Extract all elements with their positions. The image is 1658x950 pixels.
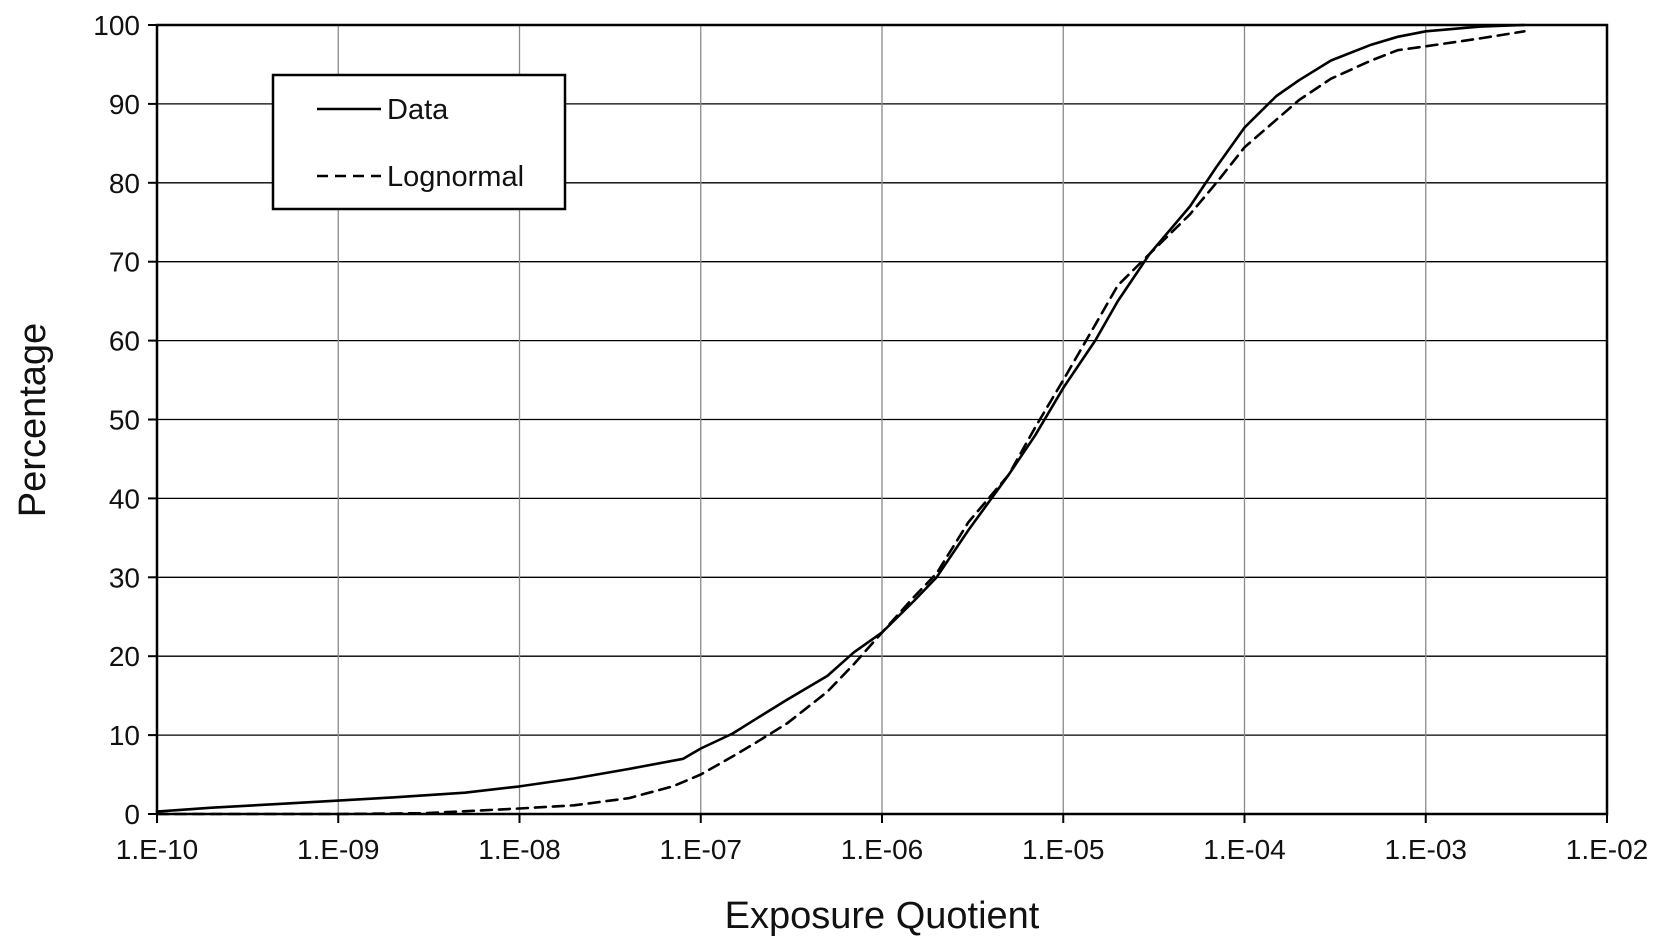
- x-tick-label: 1.E-06: [841, 834, 924, 865]
- y-axis-title: Percentage: [12, 323, 54, 517]
- y-tick-label: 10: [109, 720, 140, 751]
- y-tick-label: 30: [109, 562, 140, 593]
- series-line-data: [155, 23, 1526, 813]
- legend: Data Lognormal: [271, 73, 567, 211]
- x-tick-label: 1.E-09: [297, 834, 380, 865]
- legend-box: [271, 73, 567, 211]
- y-tick-label: 20: [109, 641, 140, 672]
- x-tick-label: 1.E-02: [1566, 834, 1649, 865]
- y-tick-label: 90: [109, 89, 140, 120]
- x-tick-label: 1.E-07: [660, 834, 743, 865]
- y-tick-label: 80: [109, 168, 140, 199]
- legend-label-data: Data: [387, 94, 449, 126]
- x-tick-label: 1.E-05: [1022, 834, 1105, 865]
- x-tick-label: 1.E-03: [1385, 834, 1468, 865]
- series-line-lognormal: [155, 30, 1526, 816]
- y-tick-label: 70: [109, 247, 140, 278]
- y-tick-label: 50: [109, 405, 140, 436]
- y-tick-label: 0: [124, 799, 140, 830]
- tick-marks: [148, 24, 1608, 823]
- x-tick-label: 1.E-10: [116, 834, 199, 865]
- y-tick-label: 100: [93, 10, 140, 41]
- series-layer: [155, 23, 1526, 816]
- x-axis-title: Exposure Quotient: [725, 895, 1040, 937]
- x-tick-label: 1.E-08: [478, 834, 561, 865]
- y-tick-label: 60: [109, 326, 140, 357]
- y-tick-label: 40: [109, 483, 140, 514]
- x-tick-label: 1.E-04: [1203, 834, 1286, 865]
- legend-label-lognormal: Lognormal: [387, 161, 524, 193]
- tick-labels: 0 10 20 30 40 50 60 70 80 90 100 1.E-10 1.E-09 1.E-08…: [93, 10, 1648, 865]
